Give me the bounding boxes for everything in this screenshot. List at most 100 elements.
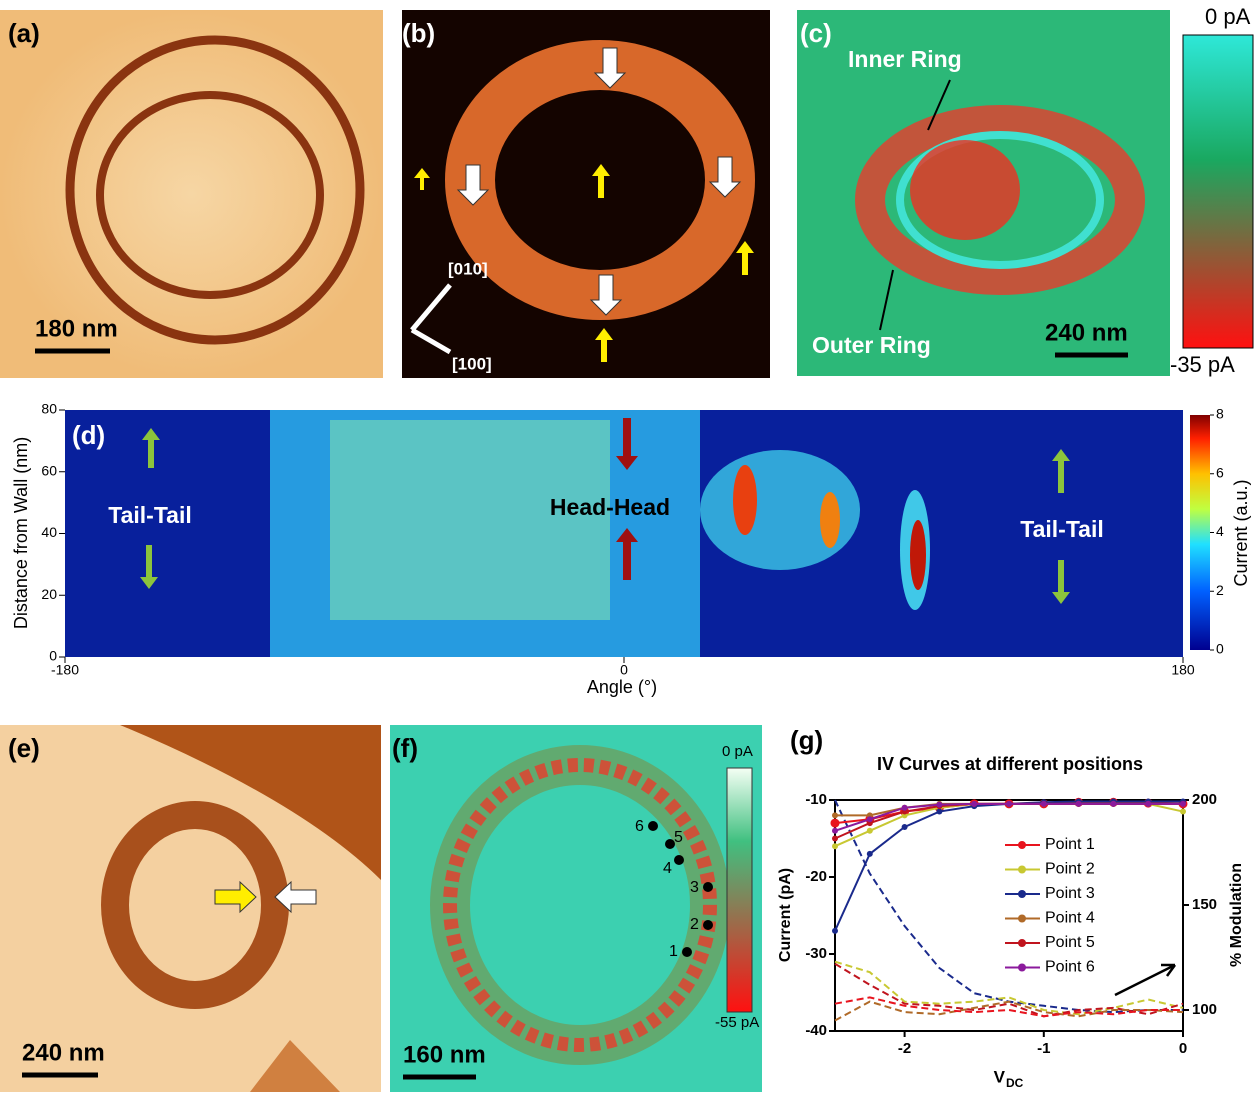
page: (a) 180 nm (b) [010] [100] (c) Inner Rin… [0, 0, 1255, 1093]
y-tick-label: -20 [805, 868, 827, 885]
scale-label: 180 nm [35, 315, 118, 342]
point [703, 882, 713, 892]
marker [832, 828, 838, 834]
panel-label: (a) [8, 18, 40, 48]
marker [832, 843, 838, 849]
marker [902, 805, 908, 811]
panel-a: (a) 180 nm [0, 10, 383, 378]
annotation: Head-Head [550, 494, 670, 520]
x-tick-label: 180 [1171, 662, 1195, 678]
legend-label: Point 2 [1045, 861, 1095, 878]
x-axis-label-sub: DC [1006, 1076, 1024, 1090]
hotspot [820, 492, 840, 548]
legend-label: Point 5 [1045, 934, 1095, 951]
marker [936, 802, 942, 808]
panel-label: (b) [402, 18, 435, 48]
marker [1145, 801, 1151, 807]
x-tick-label: -2 [898, 1040, 911, 1057]
marker [1041, 801, 1047, 807]
ring [910, 140, 1020, 240]
marker [832, 812, 838, 818]
marker [867, 828, 873, 834]
panel-d: (d) Tail-Tail Head-Head Tail-Tail Angle … [11, 401, 1251, 697]
marker [832, 928, 838, 934]
legend-label: Point 6 [1045, 959, 1095, 976]
colorbar-label: 0 pA [1205, 4, 1251, 29]
y-axis-label: Current (pA) [777, 868, 794, 962]
panel-label: (c) [800, 18, 832, 48]
scale-label: 160 nm [403, 1041, 486, 1068]
point [674, 855, 684, 865]
panel-f: (f) 1 2 3 4 5 6 0 pA -55 pA 160 nm [390, 725, 762, 1092]
marker [1180, 801, 1186, 807]
modulation-line [835, 964, 1183, 1017]
x-axis-label: V [994, 1067, 1006, 1086]
x-tick-label: 0 [1179, 1040, 1187, 1057]
colorbar-label: 0 pA [722, 743, 753, 760]
x-tick-label: 0 [620, 662, 628, 678]
point-label: 5 [674, 829, 683, 846]
panel-label: (g) [790, 725, 823, 755]
legend-marker [1018, 915, 1026, 923]
point-label: 3 [690, 879, 699, 896]
marker [831, 819, 840, 828]
point-label: 4 [663, 860, 672, 877]
panel-g: (g) IV Curves at different positions V D… [777, 725, 1245, 1090]
point-label: 6 [635, 818, 644, 835]
y-tick-label: 0 [49, 648, 57, 664]
colorbar [1183, 35, 1253, 348]
hotspot [733, 465, 757, 535]
panel-label: (e) [8, 733, 40, 763]
point [703, 920, 713, 930]
legend-marker [1018, 964, 1026, 972]
colorbar-tick-label: 4 [1216, 523, 1224, 539]
colorbar-label: -55 pA [715, 1014, 759, 1031]
panel-c: (c) Inner Ring Outer Ring 240 nm 0 pA -3… [797, 4, 1253, 377]
legend-marker [1018, 841, 1026, 849]
colorbar-label: -35 pA [1170, 352, 1235, 377]
marker [867, 816, 873, 822]
chart-title: IV Curves at different positions [877, 754, 1143, 774]
panel-label: (f) [392, 733, 418, 763]
y2-tick-label: 200 [1192, 791, 1217, 808]
y-tick-label: -40 [805, 1022, 827, 1039]
colorbar-tick-label: 8 [1216, 406, 1224, 422]
iv-line [835, 802, 1183, 931]
pointer [1115, 965, 1175, 995]
direction: [100] [452, 354, 492, 373]
y-tick-label: 20 [41, 586, 57, 602]
panel-label: (d) [72, 420, 105, 450]
point-label: 1 [669, 943, 678, 960]
annotation: Inner Ring [848, 46, 962, 72]
hotspot [910, 520, 926, 590]
y2-tick-label: 100 [1192, 1001, 1217, 1018]
colorbar-tick-label: 6 [1216, 464, 1224, 480]
annotation: Tail-Tail [108, 502, 192, 528]
panel-e: (e) 240 nm [0, 725, 381, 1092]
marker [971, 801, 977, 807]
marker [936, 809, 942, 815]
y2-tick-label: 150 [1192, 896, 1217, 913]
y-tick-label: 40 [41, 524, 57, 540]
legend-label: Point 3 [1045, 885, 1095, 902]
legend-label: Point 1 [1045, 836, 1095, 853]
colorbar [1190, 415, 1210, 650]
scale-label: 240 nm [1045, 319, 1128, 346]
marker [1076, 801, 1082, 807]
y-tick-label: 80 [41, 401, 57, 417]
iv-line [835, 804, 1183, 839]
direction: [010] [448, 259, 488, 278]
y2-axis-label: % Modulation [1228, 863, 1245, 967]
colorbar [727, 768, 752, 1012]
y-axis-label: Distance from Wall (nm) [11, 437, 31, 629]
annotation: Tail-Tail [1020, 516, 1104, 542]
panel-b: (b) [010] [100] [402, 10, 770, 378]
figure: (a) 180 nm (b) [010] [100] (c) Inner Rin… [0, 0, 1255, 1093]
colorbar-label: Current (a.u.) [1231, 479, 1251, 586]
marker [867, 851, 873, 857]
colorbar-tick-label: 0 [1216, 641, 1224, 657]
modulation-line [835, 800, 1183, 1012]
y-tick-label: 60 [41, 462, 57, 478]
point [648, 821, 658, 831]
legend-label: Point 4 [1045, 910, 1095, 927]
